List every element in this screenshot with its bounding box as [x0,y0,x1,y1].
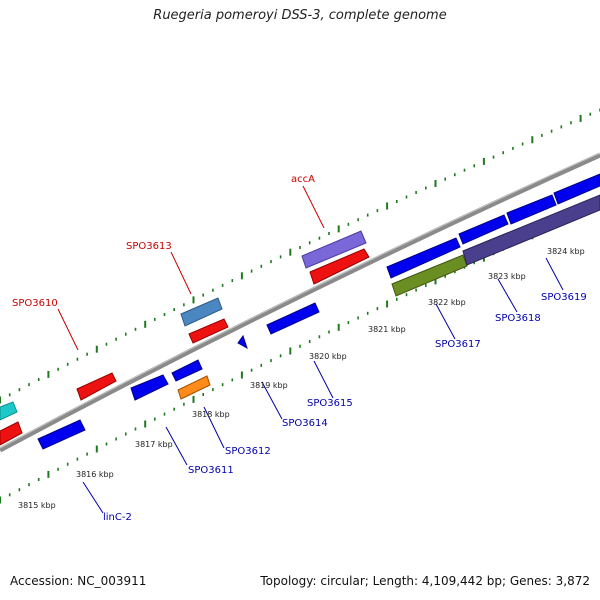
kbp-label: 3820 kbp [309,352,347,361]
label-spo3618[interactable]: SPO3618 [495,313,541,324]
gene-spo3612[interactable] [171,359,203,382]
label-spo3612[interactable]: SPO3612 [225,446,271,457]
kbp-label: 3819 kbp [250,381,288,390]
gene-dark-purple[interactable] [462,194,600,266]
leader-acca [302,185,325,229]
kbp-label: 3817 kbp [135,440,173,449]
label-spo3615[interactable]: SPO3615 [307,398,353,409]
gene-spo3611[interactable] [130,374,169,401]
genome-backbone [0,152,600,453]
gene-far-right[interactable] [553,173,600,205]
kbp-label: 3824 kbp [547,247,585,256]
leader-spo3614 [261,381,283,420]
gene-spo3614-small[interactable] [237,334,248,350]
gene-labels: SPO3610 SPO3613 accA linC-2 SPO3611 SPO3… [12,174,587,523]
leader-lines [57,185,564,514]
kbp-label: 3818 kbp [192,410,230,419]
gene-olive[interactable] [391,254,468,297]
leader-linc2 [82,481,104,514]
reverse-genes [37,173,600,450]
label-spo3617[interactable]: SPO3617 [435,339,481,350]
gene-spo3619[interactable] [506,194,557,225]
forward-genes [0,230,370,446]
kbp-label: 3822 kbp [428,298,466,307]
kbp-label: 3815 kbp [18,501,56,510]
kbp-label: 3821 kbp [368,325,406,334]
label-spo3611[interactable]: SPO3611 [188,465,234,476]
gene-acca[interactable] [301,230,367,269]
leader-spo3617 [435,303,456,340]
label-acca[interactable]: accA [291,174,315,185]
gene-red-left[interactable] [0,421,23,446]
leader-spo3615 [313,360,334,399]
scale-ticks [0,108,600,504]
kbp-label: 3816 kbp [76,470,114,479]
gene-linc2[interactable] [37,419,86,450]
genome-summary-text: Topology: circular; Length: 4,109,442 bp… [260,574,590,588]
label-spo3613[interactable]: SPO3613 [126,241,172,252]
map-title: Ruegeria pomeroyi DSS-3, complete genome [153,8,447,23]
gene-spo3617[interactable] [386,237,461,279]
gene-spo3613[interactable] [188,318,229,344]
gene-spo3610[interactable] [76,372,117,401]
accession-text: Accession: NC_003911 [10,574,147,588]
leader-spo3618 [497,278,518,313]
leader-spo3619 [545,257,564,291]
leader-spo3612 [203,406,225,449]
gene-steelblue[interactable] [180,297,223,327]
gene-orange[interactable] [177,375,211,400]
gene-spo3618[interactable] [458,214,509,245]
label-linc2[interactable]: linC-2 [103,512,132,523]
kbp-labels: 3815 kbp 3816 kbp 3817 kbp 3818 kbp 3819… [18,247,585,510]
gene-acca-red[interactable] [309,248,370,285]
leader-spo3610 [57,308,79,351]
label-spo3619[interactable]: SPO3619 [541,292,587,303]
leader-spo3613 [170,251,192,295]
label-spo3614[interactable]: SPO3614 [282,418,328,429]
leader-spo3611 [165,426,188,466]
kbp-label: 3823 kbp [488,272,526,281]
genome-backbone-highlight [0,152,600,449]
label-spo3610[interactable]: SPO3610 [12,298,58,309]
gene-cyan-forward[interactable] [0,401,18,421]
gene-spo3615[interactable] [266,302,320,335]
